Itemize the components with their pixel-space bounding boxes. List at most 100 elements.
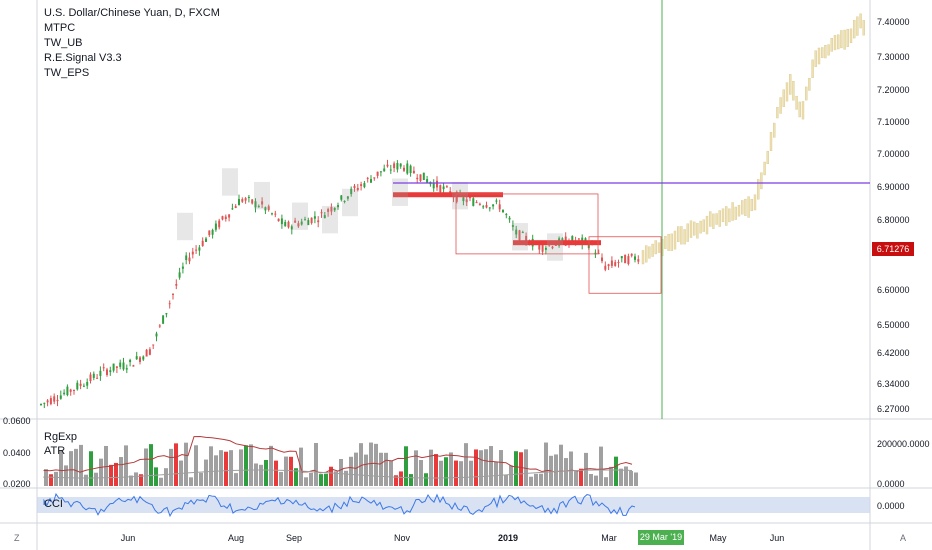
candle-body bbox=[76, 382, 79, 390]
forecast-candle bbox=[648, 246, 651, 259]
range-shade bbox=[512, 223, 528, 251]
candle-body bbox=[346, 196, 349, 199]
candle-body bbox=[267, 206, 270, 210]
indicator-atr[interactable]: ATR bbox=[44, 445, 66, 457]
rgexp-bar bbox=[564, 458, 568, 486]
rgexp-bar bbox=[304, 477, 308, 486]
rgexp-bar bbox=[339, 459, 343, 486]
forecast-candle bbox=[763, 161, 766, 176]
candle-body bbox=[502, 209, 504, 213]
price-tick: 7.20000 bbox=[877, 85, 910, 95]
forecast-candle bbox=[686, 223, 689, 242]
time-tick: Jun bbox=[770, 533, 785, 543]
candle-body bbox=[492, 204, 495, 207]
candle-body bbox=[294, 220, 297, 223]
indicator-tw-ub[interactable]: TW_UB bbox=[44, 37, 83, 49]
candle-body bbox=[412, 170, 415, 174]
chart-legend: U.S. Dollar/Chinese Yuan, D, FXCM MTPC T… bbox=[44, 6, 220, 81]
price-axis-ticks: 7.40000 7.30000 7.20000 7.10000 7.00000 6.900… bbox=[877, 17, 910, 414]
candle-body bbox=[142, 356, 145, 360]
rgexp-bar bbox=[214, 455, 218, 486]
candle-body bbox=[363, 183, 366, 188]
candle-body bbox=[518, 230, 521, 241]
candle-body bbox=[627, 256, 630, 265]
forecast-candle bbox=[840, 30, 843, 49]
forecast-candle bbox=[709, 211, 712, 227]
candle-body bbox=[313, 216, 316, 219]
symbol-title[interactable]: U.S. Dollar/Chinese Yuan, D, FXCM bbox=[44, 7, 220, 19]
forecast-candle bbox=[673, 230, 677, 250]
indicator-mtpc[interactable]: MTPC bbox=[44, 22, 76, 34]
candle-body bbox=[208, 230, 211, 236]
candle-body bbox=[168, 303, 171, 305]
candle-body bbox=[432, 182, 435, 189]
forecast-candle bbox=[773, 122, 776, 138]
pane-axis-ticks: 0.0600 0.0400 0.0200 200000.0000 0.0000 0.000… bbox=[3, 416, 930, 511]
pane2-right-tick: 200000.0000 bbox=[877, 439, 930, 449]
rgexp-bar bbox=[559, 444, 563, 486]
indicator-re-signal[interactable]: R.E.Signal V3.3 bbox=[44, 52, 122, 64]
forecast-candle bbox=[776, 107, 779, 119]
rgexp-bar bbox=[604, 477, 608, 486]
candle-body bbox=[201, 240, 204, 246]
range-shade bbox=[222, 168, 238, 196]
rgexp-bar bbox=[49, 474, 53, 486]
forecast-candle bbox=[862, 20, 865, 36]
candle-body bbox=[195, 249, 198, 251]
rgexp-bar bbox=[634, 472, 638, 486]
candle-body bbox=[584, 238, 587, 241]
forecast-candle bbox=[689, 220, 693, 238]
indicator-cci[interactable]: CCI bbox=[44, 498, 63, 510]
rgexp-bar bbox=[164, 468, 168, 486]
candle-body bbox=[386, 164, 389, 167]
rgexp-bar bbox=[479, 450, 483, 486]
rgexp-bar bbox=[114, 462, 118, 486]
candle-body bbox=[505, 214, 508, 216]
rgexp-bar bbox=[619, 468, 623, 486]
pane2-legend: RgExp ATR bbox=[44, 430, 77, 458]
rgexp-bar bbox=[554, 454, 558, 486]
candle-body bbox=[304, 219, 306, 221]
candle-body bbox=[79, 383, 82, 386]
time-tick: Nov bbox=[394, 533, 411, 543]
rgexp-bar bbox=[329, 466, 333, 486]
candle-body bbox=[544, 247, 547, 250]
price-tick: 6.27000 bbox=[877, 404, 910, 414]
forecast-candle bbox=[712, 213, 715, 229]
candle-body bbox=[323, 215, 326, 219]
indicator-rgexp[interactable]: RgExp bbox=[44, 431, 78, 443]
time-tick: Aug bbox=[228, 533, 244, 543]
range-shade bbox=[254, 181, 270, 210]
candle-body bbox=[320, 212, 323, 214]
forecast-candle bbox=[811, 59, 814, 78]
candle-body bbox=[478, 203, 481, 205]
forecast-candle bbox=[744, 198, 747, 216]
candle-body bbox=[106, 369, 108, 375]
indicator-tw-eps[interactable]: TW_EPS bbox=[44, 67, 90, 79]
candle-body bbox=[152, 344, 155, 346]
candle-body bbox=[634, 256, 636, 260]
forecast-candle bbox=[680, 226, 683, 245]
candle-body bbox=[214, 223, 217, 230]
candle-body bbox=[327, 209, 330, 212]
candle-body bbox=[409, 165, 412, 173]
candle-body bbox=[40, 403, 42, 405]
forecast-candle bbox=[769, 132, 773, 151]
rgexp-bar bbox=[204, 459, 208, 486]
candle-body bbox=[205, 238, 207, 242]
candle-body bbox=[56, 399, 59, 402]
candle-body bbox=[228, 214, 231, 218]
forecast-candle bbox=[645, 245, 648, 263]
rgexp-bar bbox=[444, 457, 448, 486]
candle-body bbox=[630, 253, 633, 256]
auto-scale-button[interactable]: A bbox=[900, 533, 907, 543]
forecast-candle bbox=[705, 215, 709, 235]
price-tick: 6.50000 bbox=[877, 320, 910, 330]
candle-body bbox=[360, 184, 363, 187]
candle-body bbox=[66, 386, 69, 396]
zoom-button[interactable]: Z bbox=[14, 533, 20, 543]
rgexp-bar bbox=[519, 452, 523, 486]
rgexp-bar bbox=[229, 450, 233, 486]
candle-body bbox=[158, 325, 161, 327]
